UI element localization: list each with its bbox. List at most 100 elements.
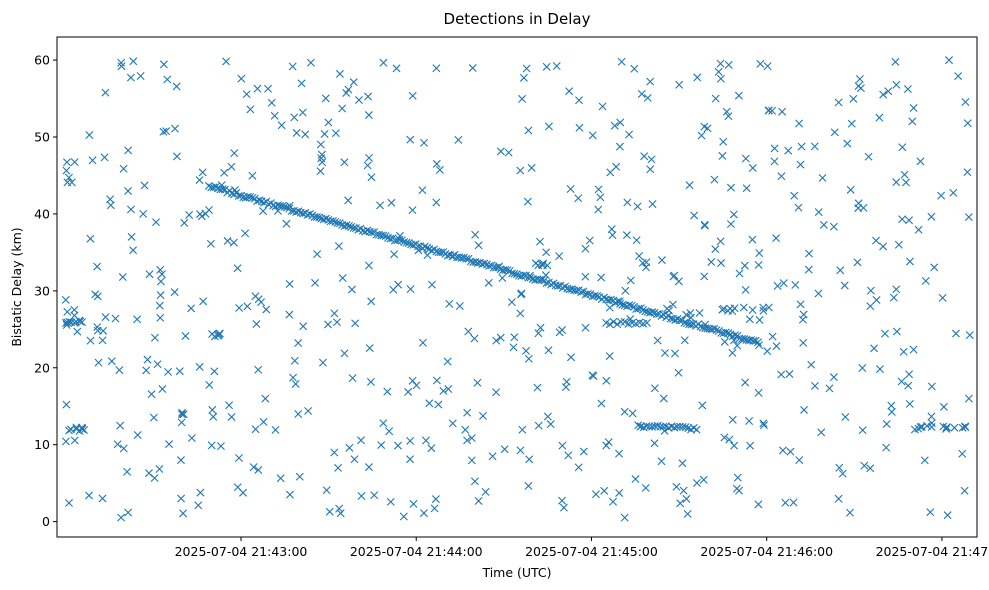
detection-point bbox=[516, 166, 525, 175]
detection-point bbox=[504, 148, 513, 157]
detection-point bbox=[527, 163, 536, 172]
detection-point bbox=[434, 400, 443, 409]
detection-point bbox=[858, 426, 867, 435]
detection-point bbox=[364, 111, 373, 120]
detection-point bbox=[574, 463, 583, 472]
detection-point bbox=[85, 131, 94, 139]
detection-point bbox=[675, 80, 684, 89]
detection-point bbox=[741, 154, 750, 163]
detection-point bbox=[204, 181, 213, 190]
detection-point bbox=[741, 285, 750, 294]
detection-point bbox=[751, 336, 760, 345]
detection-point bbox=[285, 201, 294, 210]
detection-point bbox=[938, 293, 947, 302]
detection-point bbox=[239, 488, 248, 497]
detection-point bbox=[324, 320, 333, 329]
detection-point bbox=[772, 342, 781, 351]
detection-point bbox=[249, 463, 258, 472]
detection-point bbox=[88, 156, 97, 165]
detection-point bbox=[954, 72, 963, 81]
detection-point bbox=[195, 176, 204, 185]
detection-point bbox=[333, 219, 342, 228]
detection-point bbox=[370, 491, 379, 500]
detection-point bbox=[698, 401, 707, 410]
detection-point bbox=[796, 160, 805, 169]
detection-point bbox=[866, 464, 875, 473]
detection-point bbox=[669, 272, 678, 281]
detection-point bbox=[887, 407, 896, 416]
detection-point bbox=[838, 469, 847, 478]
detection-point bbox=[524, 126, 533, 135]
detection-point bbox=[794, 203, 803, 212]
detection-point bbox=[443, 357, 452, 366]
detection-point bbox=[763, 62, 772, 71]
detection-point bbox=[289, 373, 298, 382]
detection-point bbox=[575, 123, 584, 132]
detection-point bbox=[597, 399, 606, 408]
detection-point bbox=[739, 303, 748, 312]
detection-point bbox=[156, 291, 165, 300]
detection-point bbox=[605, 303, 614, 312]
detection-point bbox=[478, 411, 487, 420]
detection-point bbox=[516, 309, 525, 318]
detection-point bbox=[544, 346, 553, 355]
detection-point bbox=[847, 119, 856, 128]
detection-point bbox=[596, 193, 605, 202]
detection-point bbox=[301, 130, 310, 139]
detection-point bbox=[282, 219, 291, 228]
detection-point bbox=[538, 275, 546, 284]
detection-point bbox=[834, 494, 843, 503]
detection-point bbox=[920, 456, 929, 465]
detection-point bbox=[65, 498, 74, 507]
detection-point bbox=[720, 337, 729, 346]
detection-point bbox=[613, 320, 622, 329]
detection-point bbox=[342, 221, 351, 230]
detection-point bbox=[321, 94, 330, 103]
y-tick-label: 10 bbox=[34, 437, 50, 452]
detection-point bbox=[770, 157, 779, 166]
detection-point bbox=[260, 198, 268, 207]
detection-point bbox=[251, 425, 260, 434]
detection-point bbox=[295, 472, 304, 481]
detection-point bbox=[881, 329, 889, 338]
detection-point bbox=[646, 77, 655, 86]
detection-point bbox=[720, 433, 729, 442]
detection-point bbox=[316, 167, 325, 176]
detection-point bbox=[562, 377, 571, 386]
detection-point bbox=[364, 463, 373, 472]
detection-point bbox=[163, 75, 172, 84]
detection-point bbox=[903, 85, 912, 94]
detection-point bbox=[157, 270, 166, 279]
detection-point bbox=[432, 159, 441, 168]
detection-point bbox=[177, 418, 186, 427]
detection-point bbox=[630, 64, 639, 73]
detection-point bbox=[818, 173, 827, 182]
detection-point bbox=[393, 441, 402, 450]
detection-point bbox=[927, 382, 936, 391]
detection-point bbox=[964, 213, 973, 222]
detection-point bbox=[507, 298, 516, 307]
detection-point bbox=[768, 106, 777, 115]
detection-point bbox=[325, 507, 334, 516]
detection-point bbox=[364, 261, 373, 270]
detection-point bbox=[860, 461, 869, 470]
detection-point bbox=[253, 84, 262, 93]
detection-point bbox=[172, 82, 181, 91]
detection-point bbox=[581, 244, 590, 253]
detection-point bbox=[485, 261, 494, 270]
detection-point bbox=[965, 331, 974, 340]
detection-point bbox=[825, 384, 834, 393]
detection-point bbox=[526, 271, 534, 280]
detection-point bbox=[187, 434, 196, 443]
detection-point bbox=[640, 152, 649, 161]
detection-point bbox=[841, 412, 850, 421]
detection-point bbox=[237, 74, 246, 83]
detection-point bbox=[711, 94, 720, 103]
detection-point bbox=[627, 301, 636, 310]
detection-point bbox=[254, 365, 263, 374]
detection-point bbox=[605, 320, 614, 329]
detection-point bbox=[829, 373, 838, 382]
detection-point bbox=[288, 62, 297, 71]
detection-point bbox=[492, 336, 501, 345]
